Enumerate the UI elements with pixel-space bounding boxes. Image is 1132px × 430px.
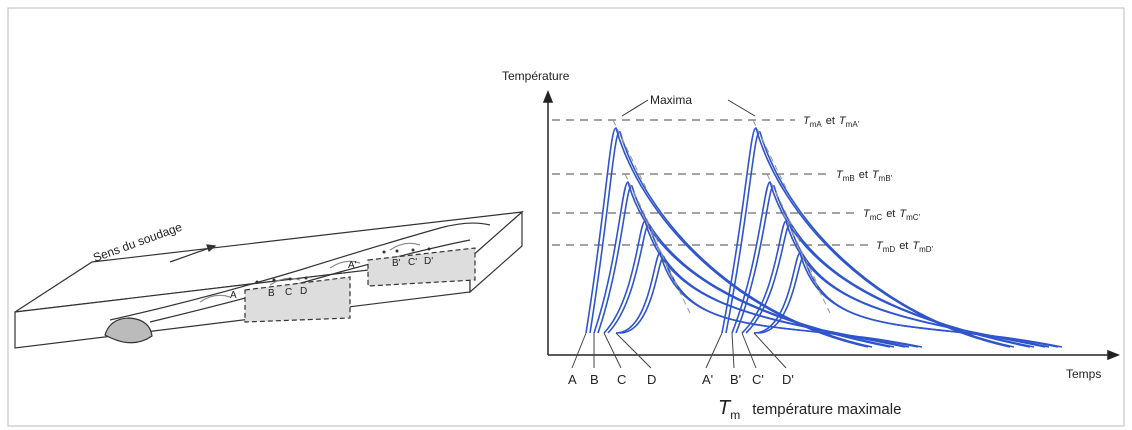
level-sub: mB': [879, 174, 893, 183]
temperature-curve: [586, 128, 868, 347]
leader-line: [742, 333, 756, 368]
level-joiner: et: [886, 208, 895, 220]
point-label: B': [392, 258, 401, 269]
legend-text: température maximale: [752, 401, 901, 418]
temperature-curve: [590, 132, 872, 347]
start-label: A': [702, 372, 713, 387]
point-label: B: [268, 288, 275, 299]
peak-trace: [613, 120, 646, 188]
level-sub: mA': [846, 120, 860, 129]
start-label: D: [647, 372, 656, 387]
diagram: Sens du soudage ABCDA'B'C'D' Température…: [0, 0, 1132, 430]
maxima-label: Maxima: [650, 93, 692, 107]
point-dot: [256, 281, 259, 284]
arrow-head: [1108, 351, 1118, 359]
leader-line: [706, 333, 722, 368]
leader-line: [754, 333, 786, 368]
level-joiner: et: [859, 169, 868, 181]
level-sub: mD': [919, 245, 933, 254]
start-label: B: [590, 372, 599, 387]
start-label: C: [617, 372, 626, 387]
point-dot: [428, 248, 431, 251]
level-sub: mC: [870, 213, 883, 222]
level-joiner: et: [899, 240, 908, 252]
point-dot: [289, 278, 292, 281]
point-dot: [383, 251, 386, 254]
start-label: A: [568, 372, 577, 387]
level-joiner: et: [826, 115, 835, 127]
point-label: A': [348, 260, 357, 271]
start-label: D': [782, 372, 794, 387]
leader-line: [732, 333, 734, 368]
axes: [544, 92, 1118, 359]
start-label: B': [730, 372, 741, 387]
y-axis-label: Température: [502, 69, 570, 83]
point-label: A: [230, 290, 237, 301]
leader-line: [572, 333, 586, 368]
start-label: C': [752, 372, 764, 387]
level-sub: mC': [906, 213, 920, 222]
level-sub: mA: [810, 120, 823, 129]
temperature-curve: [758, 257, 1062, 347]
temperature-curve: [604, 221, 905, 347]
point-dot: [305, 277, 308, 280]
x-axis-label: Temps: [1066, 367, 1101, 381]
temperature-curve: [722, 128, 1010, 347]
level-sub: mD: [883, 245, 896, 254]
point-label: C: [285, 287, 292, 298]
point-label: C': [408, 257, 417, 268]
level-sub: mB: [843, 174, 855, 183]
leader-line: [604, 333, 621, 368]
point-label: D': [424, 256, 433, 267]
point-label: D: [300, 286, 307, 297]
legend-sub: m: [730, 408, 740, 422]
arrow-head: [544, 92, 552, 102]
point-dot: [396, 250, 399, 253]
weld-slab: [15, 212, 522, 348]
temperature-curve: [620, 257, 922, 347]
point-dot: [412, 249, 415, 252]
leader-line: [616, 333, 651, 368]
peak-trace: [753, 120, 786, 188]
point-dot: [273, 279, 276, 282]
